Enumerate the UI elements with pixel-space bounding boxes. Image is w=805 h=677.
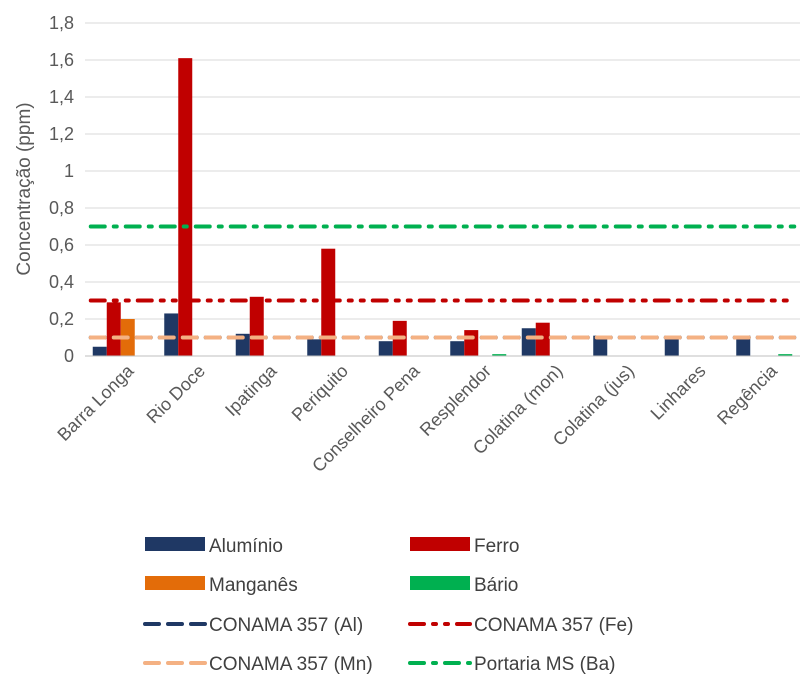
y-axis-title: Concentração (ppm) [14,102,35,275]
legend-label: Portaria MS (Ba) [474,654,615,675]
legend-label: Bário [474,575,518,596]
bar-bário [778,354,793,356]
y-tick-label: 1,6 [49,50,74,70]
bar-ferro [106,302,121,356]
x-tick-label: Linhares [647,361,710,424]
x-tick-label: Periquito [288,361,352,425]
bar-alumínio [307,339,322,356]
legend-label: CONAMA 357 (Al) [209,615,363,636]
bar-alumínio [521,328,536,356]
bar-alumínio [664,335,679,356]
bar-alumínio [593,335,608,356]
bar-ferro [178,58,193,357]
bar-ferro [535,322,550,356]
legend-label: Ferro [474,536,519,557]
x-tick-label: Resplendor [416,361,495,440]
y-tick-label: 0,6 [49,235,74,255]
y-tick-label: 1,8 [49,13,74,33]
bar-ferro [249,296,264,356]
bars [92,58,793,357]
y-tick-label: 1,2 [49,124,74,144]
y-tick-label: 1,4 [49,87,74,107]
bar-alumínio [378,341,393,356]
bar-alumínio [164,313,179,356]
x-tick-label: Barra Longa [53,360,138,445]
legend: Alumínio Ferro Manganês Bário CONAMA 357 (Al… [143,536,633,675]
bar-ferro [464,330,479,356]
legend-swatch [145,537,205,551]
y-axis-ticks: 0 0,2 0,4 0,6 0,8 1 1,2 1,4 1,6 1,8 [49,13,74,366]
legend-swatch [410,537,470,551]
reference-lines [88,224,797,340]
y-tick-label: 0,8 [49,198,74,218]
x-tick-label: Ipatinga [221,360,281,420]
legend-swatch [145,576,205,590]
x-tick-label: Regência [713,360,782,429]
x-axis-ticks: Barra Longa Rio Doce Ipatinga PeriquitoCons… [53,360,781,476]
bar-bário [492,354,507,356]
bar-alumínio [450,341,465,356]
y-tick-label: 0,4 [49,272,74,292]
legend-label: CONAMA 357 (Fe) [474,615,633,636]
y-tick-label: 0,2 [49,309,74,329]
legend-label: Manganês [209,575,298,596]
y-tick-label: 1 [64,161,74,181]
bar-alumínio [92,346,107,356]
x-tick-label: Rio Doce [143,361,209,427]
gridlines [85,22,800,320]
bar-alumínio [736,335,751,356]
legend-swatch [410,576,470,590]
legend-label: Alumínio [209,536,283,557]
y-tick-label: 0 [64,346,74,366]
legend-label: CONAMA 357 (Mn) [209,654,373,675]
